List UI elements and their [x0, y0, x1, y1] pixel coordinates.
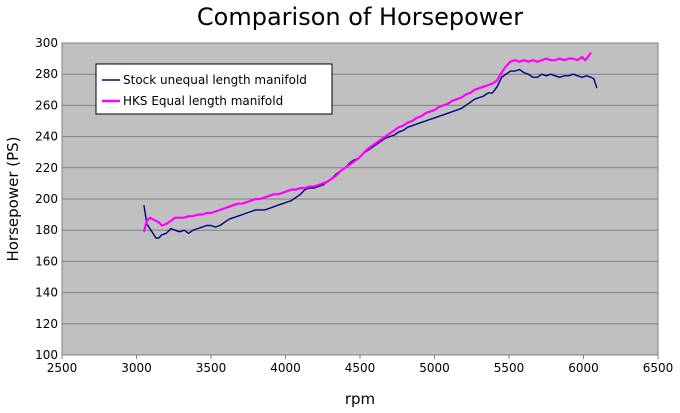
y-tick-label: 120 — [35, 317, 58, 331]
legend-label-hks: HKS Equal length manifold — [123, 94, 283, 108]
legend-box — [95, 63, 333, 115]
y-tick-label: 300 — [35, 36, 58, 50]
x-axis-title: rpm — [345, 390, 375, 408]
y-tick-label: 200 — [35, 192, 58, 206]
x-tick-label: 2500 — [47, 361, 78, 375]
chart-title: Comparison of Horsepower — [197, 3, 523, 31]
x-tick-label: 3000 — [121, 361, 152, 375]
x-tick-label: 5000 — [419, 361, 450, 375]
y-tick-label: 240 — [35, 130, 58, 144]
y-tick-label: 100 — [35, 348, 58, 362]
y-tick-label: 140 — [35, 286, 58, 300]
series-line-hks — [142, 51, 592, 233]
x-tick-label: 3500 — [196, 361, 227, 375]
series-lines — [142, 51, 598, 239]
x-tick-label: 5500 — [494, 361, 525, 375]
y-tick-label: 160 — [35, 254, 58, 268]
y-tick-label: 180 — [35, 223, 58, 237]
y-tick-labels: 100 120 140 160 180 200 220 240 260 280 300 — [35, 36, 58, 362]
y-tick-label: 260 — [35, 98, 58, 112]
x-tick-label: 4000 — [270, 361, 301, 375]
legend-label-stock: Stock unequal length manifold — [123, 73, 307, 87]
x-tick-label: 4500 — [345, 361, 376, 375]
legend: Stock unequal length manifold HKS Equal … — [95, 63, 333, 115]
y-axis-title: Horsepower (PS) — [4, 136, 22, 261]
y-tick-label: 220 — [35, 161, 58, 175]
x-tick-label: 6500 — [643, 361, 674, 375]
x-tick-labels: 2500 3000 3500 4000 4500 5000 5500 6000 6500 — [47, 355, 674, 375]
y-tick-label: 280 — [35, 67, 58, 81]
x-tick-label: 6000 — [568, 361, 599, 375]
